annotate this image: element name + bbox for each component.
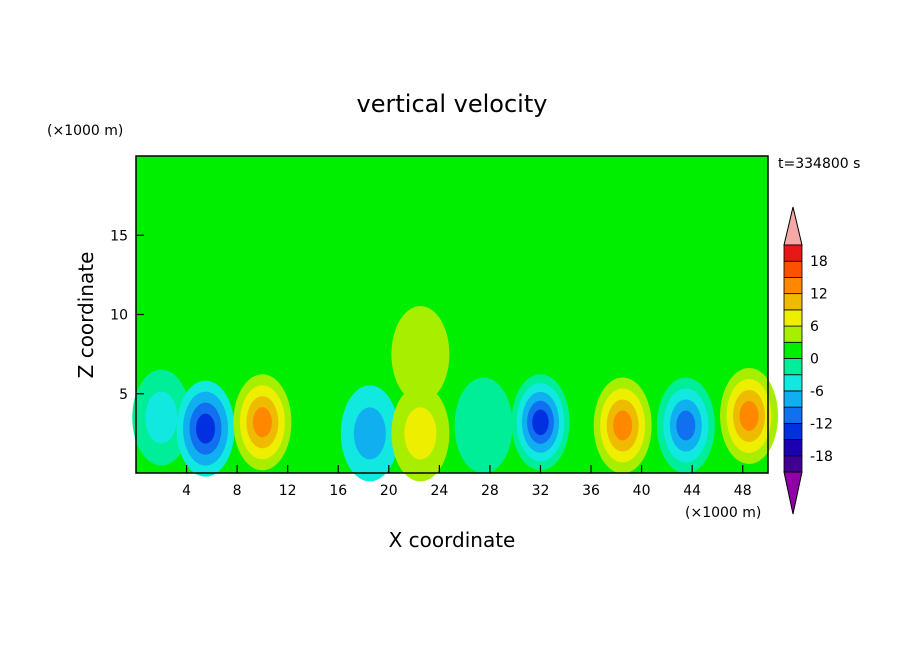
x-tick-label: 4 [182,483,191,499]
colorbar-band [783,325,803,343]
velocity-cell-1 [196,413,216,444]
x-tick-label: 16 [329,483,347,499]
colorbar-tick-label: -18 [810,449,833,465]
colorbar-band [783,244,803,262]
y-tick-label: 5 [119,387,128,403]
x-tick-label: 44 [683,483,701,499]
x-tick-label: 24 [430,483,448,499]
colorbar-tick-label: 18 [810,254,828,270]
y-axis: 5 10 15 [110,228,144,403]
velocity-cell-2 [252,407,272,438]
colorbar-band [783,358,803,376]
velocity-cell-6 [391,306,450,403]
x-unit-label: (×1000 m) [685,505,761,521]
velocity-cell-7 [454,377,513,474]
colorbar-band [783,293,803,311]
velocity-cell-11 [739,400,759,431]
x-tick-label: 20 [380,483,398,499]
colorbar-band [783,309,803,327]
colorbar-band [783,422,803,440]
colorbar-band [783,260,803,278]
colorbar-band [783,406,803,424]
velocity-cell-12 [423,203,481,300]
colorbar-bottom-arrow [783,471,803,515]
x-axis-label: X coordinate [389,528,516,552]
time-label: t=334800 s [778,156,860,172]
colorbar-tick-label: -6 [810,384,824,400]
colorbar-top-arrow [783,206,803,246]
colorbar-band [783,277,803,295]
colorbar-band [783,439,803,457]
x-tick-label: 8 [233,483,242,499]
colorbar-tick-label: -12 [810,416,833,432]
y-unit-label: (×1000 m) [47,123,123,139]
x-tick-label: 12 [279,483,297,499]
x-axis: 4 8 12 16 20 24 28 32 36 40 44 48 [182,465,752,499]
chart-title: vertical velocity [357,90,548,118]
velocity-cell-5 [404,407,437,460]
colorbar-band [783,341,803,359]
y-tick-label: 10 [110,308,128,324]
colorbar-band [783,390,803,408]
x-tick-label: 32 [532,483,550,499]
y-axis-label: Z coordinate [74,252,98,379]
velocity-cell-3 [296,377,355,474]
colorbar-band [783,374,803,392]
velocity-cell-10 [676,410,696,441]
colorbar-tick-label: 0 [810,352,819,368]
velocity-cell-0 [145,391,178,444]
velocity-cell-8 [532,409,549,436]
colorbar: -18 -12 -6 0 6 12 18 [783,206,833,515]
colorbar-tick-label: 6 [810,319,819,335]
y-tick-label: 15 [110,228,128,244]
colorbar-band [783,455,803,473]
x-tick-label: 36 [582,483,600,499]
velocity-cell-9 [613,410,633,441]
colorbar-tick-label: 12 [810,287,828,303]
x-tick-label: 48 [734,483,752,499]
x-tick-label: 40 [633,483,651,499]
velocity-field [132,203,779,482]
velocity-cell-4 [353,407,386,460]
x-tick-label: 28 [481,483,499,499]
